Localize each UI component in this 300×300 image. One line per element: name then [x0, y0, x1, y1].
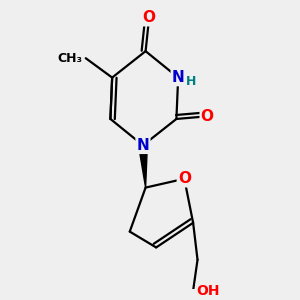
Text: O: O [178, 171, 191, 186]
Polygon shape [139, 145, 147, 188]
Text: N: N [136, 138, 149, 153]
Text: H: H [186, 76, 197, 88]
Text: OH: OH [196, 284, 220, 298]
Text: CH₃: CH₃ [57, 52, 82, 65]
Text: O: O [201, 109, 214, 124]
Text: N: N [172, 70, 184, 85]
Text: O: O [142, 10, 156, 25]
